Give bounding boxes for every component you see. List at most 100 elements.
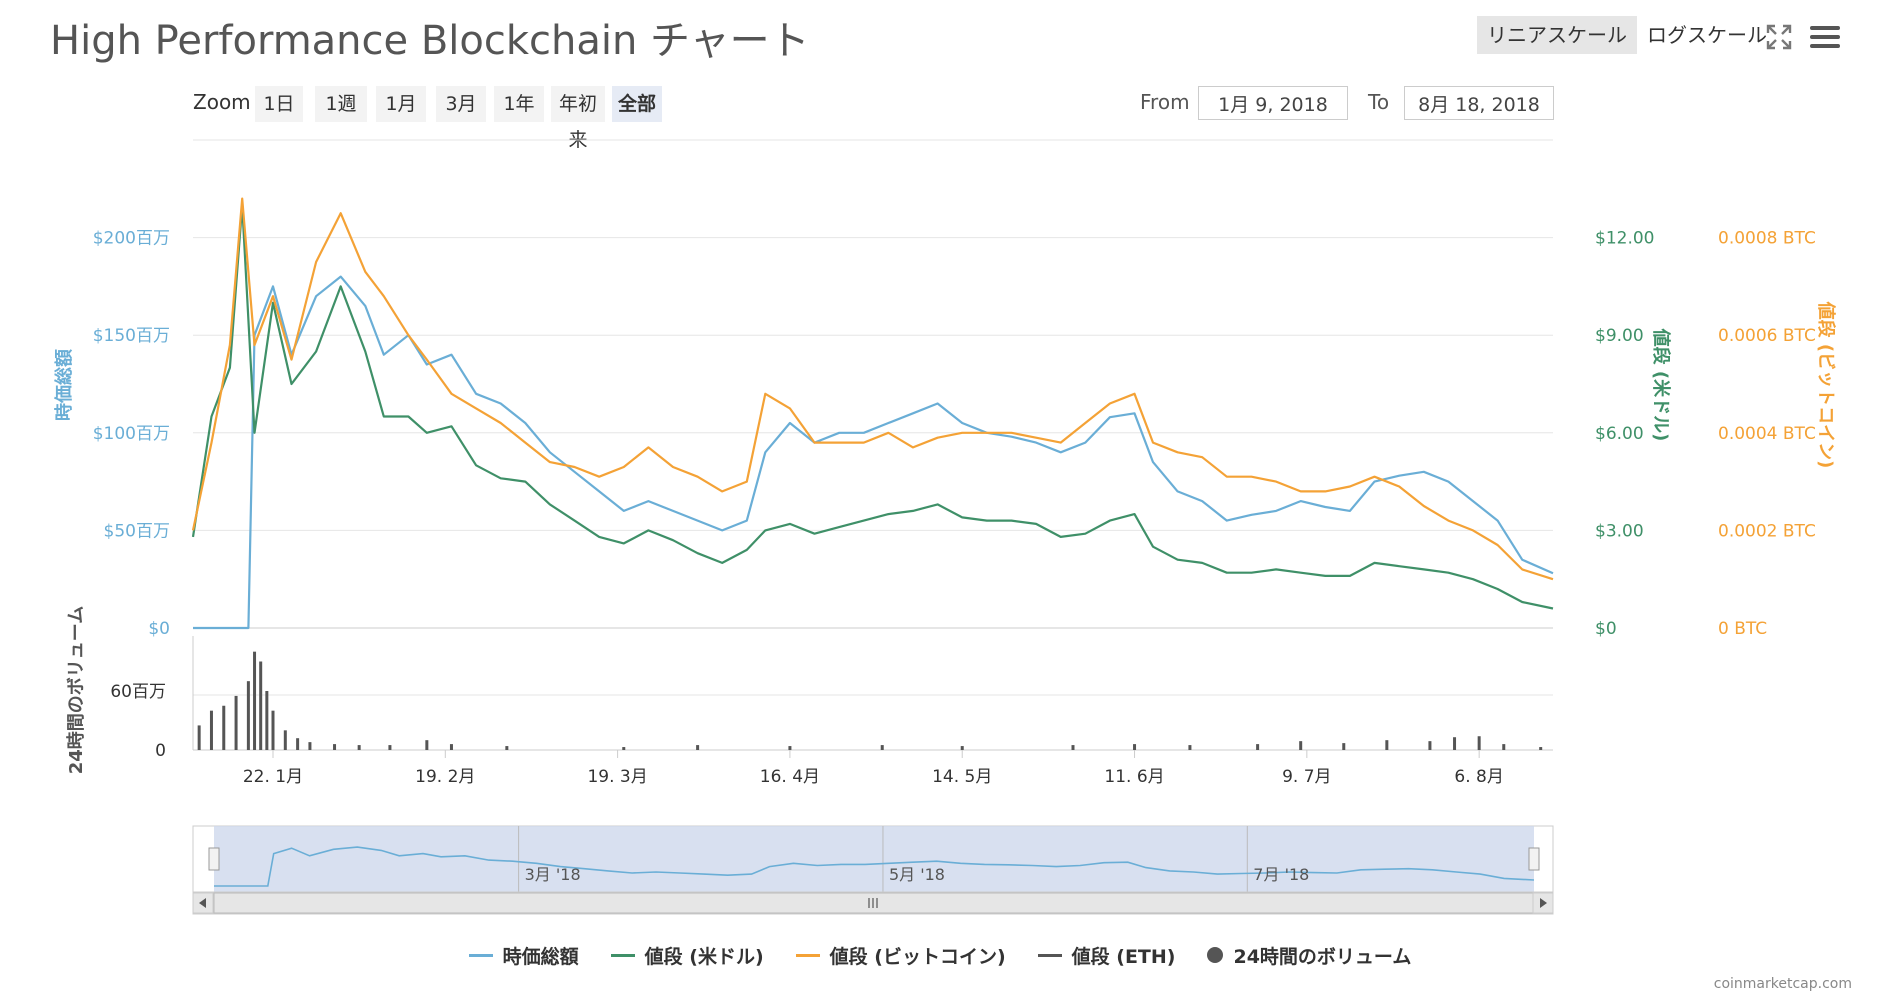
scroll-right-icon	[1540, 898, 1547, 908]
legend-item-volume[interactable]: 24時間のボリューム	[1207, 940, 1411, 970]
usd-axis-title: 値段 (米ドル)	[1650, 328, 1672, 442]
volume-bar	[1385, 740, 1389, 750]
log-scale-button[interactable]: ログスケール	[1647, 23, 1767, 47]
volume-bar	[622, 747, 626, 750]
volume-bar	[1071, 745, 1075, 750]
chart-legend: 時価総額 値段 (米ドル) 値段 (ビットコイン) 値段 (ETH) 24時間の…	[0, 940, 1880, 970]
grid-lines	[192, 139, 1553, 751]
volume-bar	[1477, 736, 1481, 750]
btc-tick-label: 0.0008 BTC	[1718, 229, 1816, 249]
zoom-1y-button[interactable]: 1年	[494, 86, 544, 122]
scrollbar-thumb[interactable]	[213, 892, 1535, 914]
volume-bar	[253, 651, 257, 750]
zoom-1m-button[interactable]: 1月	[376, 86, 426, 122]
market-cap-axis-title: 時価総額	[53, 349, 75, 421]
hamburger-menu-icon[interactable]	[1810, 24, 1840, 50]
from-date-input[interactable]	[1198, 86, 1348, 120]
volume-bar	[222, 705, 226, 750]
volume-bar	[960, 746, 964, 750]
usd-tick-label: $6.00	[1595, 424, 1644, 444]
volume-bar	[388, 745, 392, 750]
series-line-時価総額	[193, 275, 1554, 630]
zoom-1w-button[interactable]: 1週	[315, 86, 367, 122]
volume-bar	[296, 738, 300, 750]
fullscreen-icon[interactable]	[1766, 24, 1792, 50]
volume-bar	[696, 745, 700, 750]
to-date-input[interactable]	[1404, 86, 1554, 120]
navigator-right-handle[interactable]	[1528, 847, 1540, 871]
navigator-line	[214, 846, 1535, 887]
market-cap-tick-label: $150百万	[93, 326, 170, 346]
navigator-left-handle[interactable]	[208, 847, 220, 871]
legend-item-price-eth[interactable]: 値段 (ETH)	[1037, 940, 1176, 970]
zoom-label: Zoom	[193, 90, 251, 114]
volume-bar	[1453, 737, 1457, 750]
x-tick-label: 22. 1月	[243, 767, 303, 787]
btc-tick-label: 0 BTC	[1718, 619, 1767, 639]
btc-tick-label: 0.0004 BTC	[1718, 424, 1816, 444]
x-tick-label: 6. 8月	[1454, 767, 1503, 787]
legend-label: 値段 (ビットコイン)	[829, 945, 1006, 968]
zoom-ytd-button[interactable]: 年初来	[551, 86, 605, 151]
volume-bar	[1133, 744, 1137, 750]
x-tick-label: 11. 6月	[1104, 767, 1164, 787]
volume-bars	[197, 651, 1543, 750]
usd-axis-ticks: $0 $3.00 $6.00 $9.00 $12.00	[1595, 229, 1654, 639]
scrollbar-grip-icon	[868, 898, 878, 908]
linear-scale-button[interactable]: リニアスケール	[1477, 16, 1637, 54]
volume-axis-ticks: 0 60百万	[110, 682, 166, 761]
volume-bar	[505, 746, 509, 750]
volume-bar	[1342, 743, 1346, 750]
usd-tick-label: $0	[1595, 619, 1617, 639]
usd-tick-label: $3.00	[1595, 521, 1644, 541]
legend-label: 時価総額	[502, 945, 579, 968]
series-line-値段 (ビットコイン)	[191, 197, 1554, 581]
legend-item-price-usd[interactable]: 値段 (米ドル)	[610, 940, 764, 970]
volume-bar	[1299, 741, 1303, 750]
usd-tick-label: $9.00	[1595, 326, 1644, 346]
volume-bar	[333, 744, 337, 750]
volume-bar	[788, 746, 792, 750]
x-tick-label: 16. 4月	[760, 767, 820, 787]
volume-bar	[234, 695, 238, 750]
btc-axis-title: 値段 (ビットコイン)	[1815, 301, 1837, 469]
volume-bar	[197, 725, 201, 750]
market-cap-tick-label: $0	[148, 619, 170, 639]
legend-line-icon	[468, 953, 493, 957]
legend-item-market-cap[interactable]: 時価総額	[468, 940, 579, 970]
legend-line-icon	[1037, 953, 1062, 957]
navigator-tick-label: 5月 '18	[889, 865, 945, 884]
legend-dot-icon	[1207, 947, 1224, 963]
volume-bar	[357, 745, 361, 750]
zoom-1d-button[interactable]: 1日	[255, 86, 303, 122]
credits-link[interactable]: coinmarketcap.com	[1713, 976, 1852, 992]
navigator-selection[interactable]	[214, 826, 1534, 892]
volume-bar	[259, 661, 263, 750]
btc-tick-label: 0.0006 BTC	[1718, 326, 1816, 346]
volume-bar	[271, 710, 275, 750]
btc-axis-ticks: 0 BTC 0.0002 BTC 0.0004 BTC 0.0006 BTC 0.000…	[1718, 229, 1816, 639]
legend-label: 値段 (ETH)	[1071, 945, 1176, 968]
volume-bar	[880, 745, 884, 750]
legend-line-icon	[610, 953, 635, 957]
volume-bar	[246, 681, 250, 750]
volume-bar	[1502, 744, 1506, 750]
x-tick-label: 19. 2月	[415, 767, 475, 787]
x-tick-label: 9. 7月	[1282, 767, 1331, 787]
navigator[interactable]: 3月 '18 5月 '18 7月 '18	[192, 825, 1554, 915]
navigator-tick-label: 3月 '18	[525, 865, 581, 884]
navigator-grid	[518, 826, 1248, 892]
x-tick-label: 19. 3月	[587, 767, 647, 787]
usd-tick-label: $12.00	[1595, 229, 1654, 249]
volume-bar	[425, 740, 429, 750]
legend-item-price-btc[interactable]: 値段 (ビットコイン)	[795, 940, 1006, 970]
zoom-all-button[interactable]: 全部	[612, 86, 662, 122]
series-line-値段 (米ドル)	[191, 204, 1554, 610]
navigator-ticks: 3月 '18 5月 '18 7月 '18	[525, 865, 1310, 884]
legend-label: 24時間のボリューム	[1233, 945, 1412, 968]
x-tick-label: 14. 5月	[932, 767, 992, 787]
zoom-3m-button[interactable]: 3月	[436, 86, 486, 122]
legend-line-icon	[795, 953, 820, 957]
volume-bar	[1539, 747, 1543, 750]
x-axis-ticks: 22. 1月 19. 2月 19. 3月 16. 4月 14. 5月 11. 6月 9. 7…	[243, 750, 1504, 787]
